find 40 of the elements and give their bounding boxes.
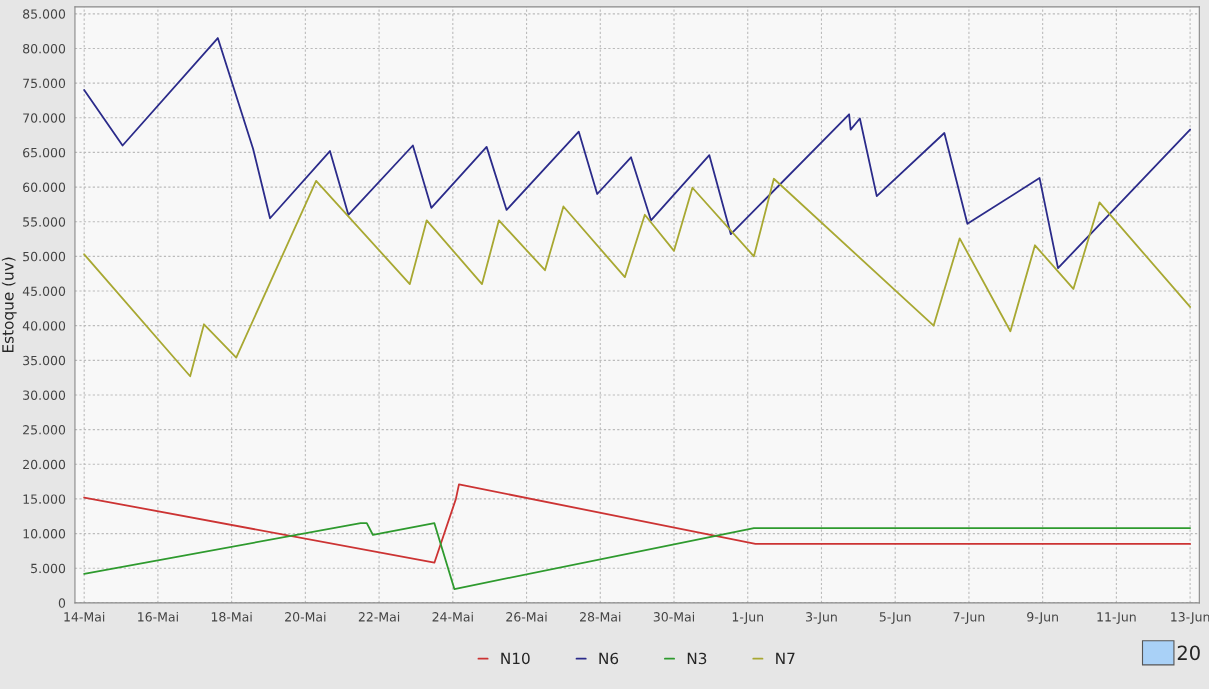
- x-tick-label: 7-Jun: [953, 612, 985, 624]
- y-tick-label: 10.000: [23, 529, 66, 539]
- legend-label: N3: [687, 652, 707, 665]
- x-tick-label: 9-Jun: [1027, 612, 1058, 624]
- y-tick-label: 70.000: [23, 113, 66, 123]
- y-tick-label: 65.000: [23, 147, 66, 158]
- y-tick-label: 30.000: [23, 390, 66, 400]
- x-tick-label: 26-Mai: [506, 611, 547, 622]
- y-tick-label: 60.000: [23, 182, 66, 192]
- x-tick-label: 5-Jun: [879, 612, 911, 624]
- y-tick-label: 50.000: [23, 251, 66, 262]
- x-tick-label: 24-Mai: [432, 611, 473, 622]
- x-tick-label: 30-Mai: [653, 611, 694, 622]
- y-tick-label: 40.000: [22, 321, 66, 331]
- y-tick-label: 80.000: [23, 43, 66, 54]
- x-tick-label: 18-Mai: [211, 611, 252, 622]
- x-tick-label: 1-Jun: [732, 612, 764, 624]
- legend-label: N7: [776, 652, 795, 664]
- x-tick-label: 3-Jun: [806, 612, 837, 624]
- y-tick-label: 15.000: [23, 494, 66, 504]
- x-tick-label: 13-Jun: [1171, 612, 1209, 624]
- y-tick-label: 55.000: [23, 217, 66, 227]
- x-tick-label: 16-Mai: [138, 611, 178, 622]
- y-tick-label: 75.000: [23, 78, 66, 89]
- y-tick-label: 45.000: [22, 286, 66, 296]
- y-tick-label: 25.000: [23, 425, 66, 435]
- y-axis-title: Estoque (uv): [1, 257, 17, 352]
- x-tick-label: 22-Mai: [358, 611, 400, 622]
- y-tick-label: 35.000: [23, 355, 66, 366]
- y-tick-label: 20.000: [23, 459, 66, 470]
- legend-label: N6: [599, 652, 619, 665]
- x-tick-label: 28-Mai: [580, 611, 621, 622]
- y-tick-label: 5.000: [31, 563, 66, 574]
- y-tick-label: 0: [58, 598, 66, 608]
- y-tick-label: 85.000: [23, 9, 66, 19]
- x-tick-label: 11-Jun: [1097, 612, 1136, 624]
- x-tick-label: 20-Mai: [285, 611, 326, 622]
- text: 20: [1177, 645, 1200, 661]
- legend-label: N10: [501, 652, 530, 665]
- x-tick-label: 14-Mai: [64, 611, 105, 622]
